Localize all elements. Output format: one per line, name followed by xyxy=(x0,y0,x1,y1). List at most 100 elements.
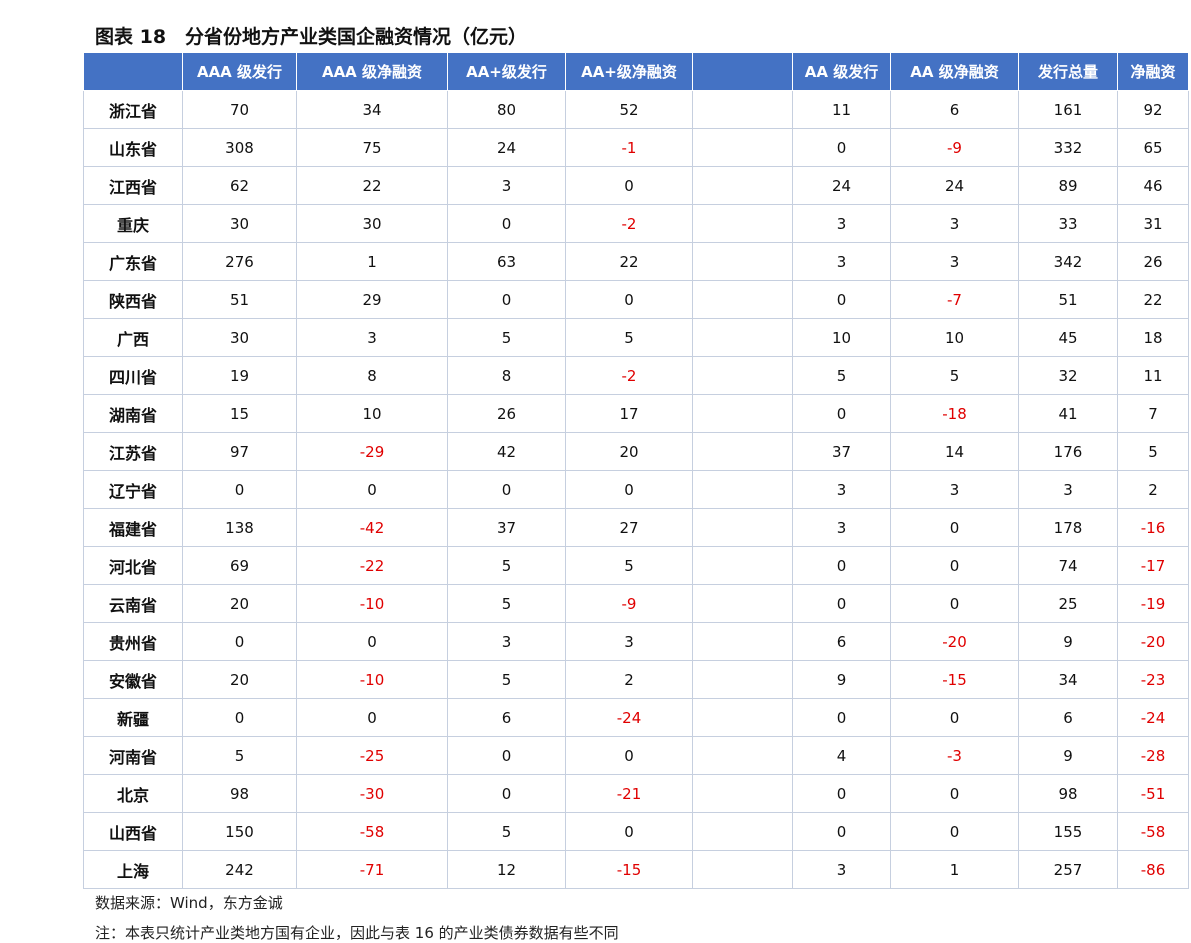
table-cell: 3 xyxy=(890,242,1019,281)
table-cell: -7 xyxy=(890,280,1019,319)
column-header xyxy=(692,52,793,91)
table-cell: 0 xyxy=(447,280,566,319)
table-cell: -1 xyxy=(565,128,693,167)
province-name: 上海 xyxy=(83,850,183,889)
table-row: 重庆 30 30 0 -2 3 3 33 31 xyxy=(83,204,1189,243)
table-row: 江西省 62 22 3 0 24 24 89 46 xyxy=(83,166,1189,205)
table-cell: 4 xyxy=(792,736,891,775)
table-cell: 155 xyxy=(1018,812,1118,851)
table-cell: 26 xyxy=(447,394,566,433)
table-row: 广东省 276 1 63 22 3 3 342 26 xyxy=(83,242,1189,281)
table-cell: 3 xyxy=(890,204,1019,243)
column-header: AA+级净融资 xyxy=(565,52,693,91)
table-cell: 0 xyxy=(296,470,448,509)
table-cell xyxy=(692,204,793,243)
province-name: 辽宁省 xyxy=(83,470,183,509)
table-cell: 80 xyxy=(447,90,566,129)
table-cell: -15 xyxy=(890,660,1019,699)
table-cell: 0 xyxy=(565,166,693,205)
table-cell xyxy=(692,280,793,319)
table-cell: 10 xyxy=(890,318,1019,357)
table-cell: 62 xyxy=(182,166,297,205)
table-cell: 20 xyxy=(182,584,297,623)
province-name: 山西省 xyxy=(83,812,183,851)
table-cell xyxy=(692,736,793,775)
table-cell: 18 xyxy=(1117,318,1189,357)
table-cell: 32 xyxy=(1018,356,1118,395)
table-cell: 161 xyxy=(1018,90,1118,129)
table-cell: 30 xyxy=(182,204,297,243)
province-name: 广西 xyxy=(83,318,183,357)
table-cell: 276 xyxy=(182,242,297,281)
table-cell: 3 xyxy=(792,508,891,547)
table-cell: 30 xyxy=(296,204,448,243)
table-cell: 42 xyxy=(447,432,566,471)
table-row: 江苏省 97 -29 42 20 37 14 176 5 xyxy=(83,432,1189,471)
table-cell: 20 xyxy=(182,660,297,699)
table-cell: 8 xyxy=(296,356,448,395)
table-cell: 3 xyxy=(447,622,566,661)
table-cell: 0 xyxy=(296,622,448,661)
table-cell: 0 xyxy=(565,280,693,319)
table-cell: 22 xyxy=(1117,280,1189,319)
table-cell: 22 xyxy=(296,166,448,205)
table-cell: 176 xyxy=(1018,432,1118,471)
table-cell: 98 xyxy=(182,774,297,813)
table-cell: -58 xyxy=(1117,812,1189,851)
table-cell xyxy=(692,356,793,395)
table-row: 浙江省 70 34 80 52 11 6 161 92 xyxy=(83,90,1189,129)
province-name: 四川省 xyxy=(83,356,183,395)
table-cell: 3 xyxy=(447,166,566,205)
table-cell: 6 xyxy=(447,698,566,737)
table-cell: 24 xyxy=(890,166,1019,205)
province-name: 江西省 xyxy=(83,166,183,205)
table-cell: 29 xyxy=(296,280,448,319)
table-cell: -15 xyxy=(565,850,693,889)
table-row: 福建省 138 -42 37 27 3 0 178 -16 xyxy=(83,508,1189,547)
table-cell: -20 xyxy=(890,622,1019,661)
table-row: 山东省 308 75 24 -1 0 -9 332 65 xyxy=(83,128,1189,167)
table-cell: 6 xyxy=(792,622,891,661)
table-cell: -16 xyxy=(1117,508,1189,547)
table-cell: 30 xyxy=(182,318,297,357)
table-cell: -2 xyxy=(565,204,693,243)
table-row: 贵州省 0 0 3 3 6 -20 9 -20 xyxy=(83,622,1189,661)
table-cell xyxy=(692,622,793,661)
table-cell: 3 xyxy=(792,470,891,509)
table-cell: 0 xyxy=(792,774,891,813)
table-cell: 9 xyxy=(792,660,891,699)
province-name: 陕西省 xyxy=(83,280,183,319)
table-cell xyxy=(692,90,793,129)
table-row: 四川省 19 8 8 -2 5 5 32 11 xyxy=(83,356,1189,395)
column-header: AA 级净融资 xyxy=(890,52,1019,91)
province-name: 山东省 xyxy=(83,128,183,167)
table-cell: 5 xyxy=(890,356,1019,395)
table-cell: 5 xyxy=(565,318,693,357)
table-cell: 97 xyxy=(182,432,297,471)
table-cell: 0 xyxy=(890,508,1019,547)
table-cell: 12 xyxy=(447,850,566,889)
table-cell: 332 xyxy=(1018,128,1118,167)
column-header: AA+级发行 xyxy=(447,52,566,91)
table-cell: 65 xyxy=(1117,128,1189,167)
table-row: 河南省 5 -25 0 0 4 -3 9 -28 xyxy=(83,736,1189,775)
table-cell xyxy=(692,318,793,357)
table-cell: 98 xyxy=(1018,774,1118,813)
table-cell: 41 xyxy=(1018,394,1118,433)
table-cell: -24 xyxy=(565,698,693,737)
table-cell xyxy=(692,432,793,471)
table-cell: 3 xyxy=(792,850,891,889)
table-cell: 5 xyxy=(447,584,566,623)
table-note: 注：本表只统计产业类地方国有企业，因此与表 16 的产业类债券数据有些不同 xyxy=(95,924,619,942)
table-cell: 14 xyxy=(890,432,1019,471)
province-name: 湖南省 xyxy=(83,394,183,433)
table-cell: 51 xyxy=(182,280,297,319)
table-cell: 0 xyxy=(182,622,297,661)
table-cell: 138 xyxy=(182,508,297,547)
table-cell: 6 xyxy=(1018,698,1118,737)
table-cell: -21 xyxy=(565,774,693,813)
column-header: AAA 级发行 xyxy=(182,52,297,91)
table-cell: 5 xyxy=(447,546,566,585)
table-cell xyxy=(692,698,793,737)
table-cell: 31 xyxy=(1117,204,1189,243)
